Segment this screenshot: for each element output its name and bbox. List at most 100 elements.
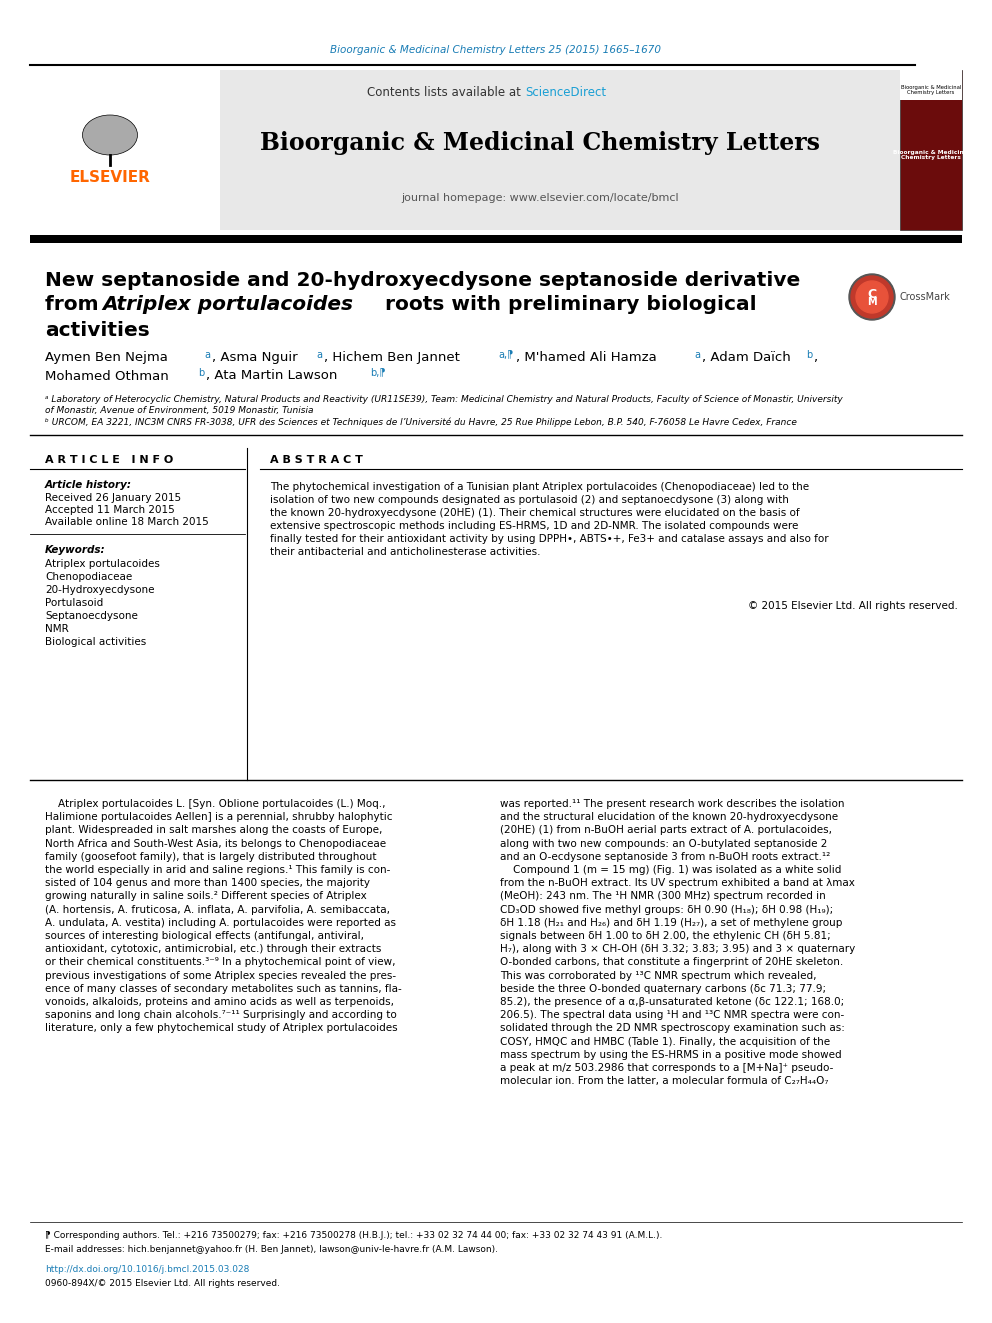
Text: previous investigations of some Atriplex species revealed the pres-: previous investigations of some Atriplex…	[45, 971, 396, 980]
Text: E-mail addresses: hich.benjannet@yahoo.fr (H. Ben Jannet), lawson@univ-le-havre.: E-mail addresses: hich.benjannet@yahoo.f…	[45, 1245, 498, 1253]
Text: This was corroborated by ¹³C NMR spectrum which revealed,: This was corroborated by ¹³C NMR spectru…	[500, 971, 816, 980]
Bar	[30, 70, 900, 230]
Circle shape	[856, 280, 888, 314]
Text: ᵃ Laboratory of Heterocyclic Chemistry, Natural Products and Reactivity (UR11SE3: ᵃ Laboratory of Heterocyclic Chemistry, …	[45, 396, 843, 405]
Text: Contents lists available at: Contents lists available at	[367, 86, 525, 98]
Circle shape	[851, 277, 893, 318]
Text: the known 20-hydroxyecdysone (20HE) (1). Their chemical structures were elucidat: the known 20-hydroxyecdysone (20HE) (1).…	[270, 508, 800, 519]
Text: A R T I C L E   I N F O: A R T I C L E I N F O	[45, 455, 174, 464]
Bar	[900, 70, 962, 230]
Text: , Asma Nguir: , Asma Nguir	[212, 352, 298, 365]
Circle shape	[849, 274, 895, 320]
Text: Bioorganic & Medicinal
Chemistry Letters: Bioorganic & Medicinal Chemistry Letters	[893, 149, 969, 160]
Text: Aymen Ben Nejma: Aymen Ben Nejma	[45, 352, 168, 365]
Text: CrossMark: CrossMark	[900, 292, 950, 302]
Bar	[30, 235, 962, 243]
Text: A. undulata, A. vestita) including A. portulacoides were reported as: A. undulata, A. vestita) including A. po…	[45, 918, 396, 927]
Text: and the structural elucidation of the known 20-hydroxyecdysone: and the structural elucidation of the kn…	[500, 812, 838, 822]
Text: roots with preliminary biological: roots with preliminary biological	[378, 295, 757, 315]
Text: solidated through the 2D NMR spectroscopy examination such as:: solidated through the 2D NMR spectroscop…	[500, 1024, 845, 1033]
Text: and an O-ecdysone septanoside 3 from n-BuOH roots extract.¹²: and an O-ecdysone septanoside 3 from n-B…	[500, 852, 830, 861]
Text: ᵇ URCOM, EA 3221, INC3M CNRS FR-3038, UFR des Sciences et Techniques de l’Univer: ᵇ URCOM, EA 3221, INC3M CNRS FR-3038, UF…	[45, 417, 797, 427]
Text: North Africa and South-West Asia, its belongs to Chenopodiaceae: North Africa and South-West Asia, its be…	[45, 839, 386, 848]
Text: Article history:: Article history:	[45, 480, 132, 490]
Text: Atriplex portulacoides: Atriplex portulacoides	[102, 295, 353, 315]
Text: their antibacterial and anticholinesterase activities.: their antibacterial and anticholinestera…	[270, 546, 541, 557]
Text: mass spectrum by using the ES-HRMS in a positive mode showed: mass spectrum by using the ES-HRMS in a …	[500, 1049, 841, 1060]
Text: (A. hortensis, A. fruticosa, A. inflata, A. parvifolia, A. semibaccata,: (A. hortensis, A. fruticosa, A. inflata,…	[45, 905, 390, 914]
Text: saponins and long chain alcohols.⁷⁻¹¹ Surprisingly and according to: saponins and long chain alcohols.⁷⁻¹¹ Su…	[45, 1011, 397, 1020]
Text: ScienceDirect: ScienceDirect	[525, 86, 606, 98]
Text: isolation of two new compounds designated as portulasoid (2) and septanoecdysone: isolation of two new compounds designate…	[270, 495, 789, 505]
Text: Keywords:: Keywords:	[45, 545, 105, 556]
Text: C: C	[867, 287, 877, 300]
Text: a: a	[694, 351, 700, 360]
Text: ence of many classes of secondary metabolites such as tannins, fla-: ence of many classes of secondary metabo…	[45, 984, 402, 994]
Ellipse shape	[82, 115, 138, 155]
Text: , M'hamed Ali Hamza: , M'hamed Ali Hamza	[516, 352, 657, 365]
Text: a: a	[204, 351, 210, 360]
Text: literature, only a few phytochemical study of Atriplex portulacoides: literature, only a few phytochemical stu…	[45, 1024, 398, 1033]
Text: A B S T R A C T: A B S T R A C T	[270, 455, 363, 464]
Text: ,: ,	[813, 352, 817, 365]
Text: b: b	[198, 368, 204, 378]
Text: Mohamed Othman: Mohamed Othman	[45, 369, 169, 382]
Text: along with two new compounds: an O-butylated septanoside 2: along with two new compounds: an O-butyl…	[500, 839, 827, 848]
Text: , Ata Martin Lawson: , Ata Martin Lawson	[206, 369, 337, 382]
Text: Bioorganic & Medicinal Chemistry Letters: Bioorganic & Medicinal Chemistry Letters	[260, 131, 820, 155]
Text: δH 1.18 (H₂₁ and H₂₆) and δH 1.19 (H₂₇), a set of methylene group: δH 1.18 (H₂₁ and H₂₆) and δH 1.19 (H₂₇),…	[500, 918, 842, 927]
Text: The phytochemical investigation of a Tunisian plant Atriplex portulacoides (Chen: The phytochemical investigation of a Tun…	[270, 482, 809, 492]
Text: was reported.¹¹ The present research work describes the isolation: was reported.¹¹ The present research wor…	[500, 799, 844, 808]
Text: Compound 1 (m = 15 mg) (Fig. 1) was isolated as a white solid: Compound 1 (m = 15 mg) (Fig. 1) was isol…	[500, 865, 841, 875]
Text: 85.2), the presence of a α,β-unsaturated ketone (δc 122.1; 168.0;: 85.2), the presence of a α,β-unsaturated…	[500, 998, 844, 1007]
Text: http://dx.doi.org/10.1016/j.bmcl.2015.03.028: http://dx.doi.org/10.1016/j.bmcl.2015.03…	[45, 1266, 249, 1274]
Text: O-bonded carbons, that constitute a fingerprint of 20HE skeleton.: O-bonded carbons, that constitute a fing…	[500, 958, 843, 967]
Text: Bioorganic & Medicinal Chemistry Letters 25 (2015) 1665–1670: Bioorganic & Medicinal Chemistry Letters…	[330, 45, 662, 56]
Text: ELSEVIER: ELSEVIER	[69, 171, 151, 185]
Text: 0960-894X/© 2015 Elsevier Ltd. All rights reserved.: 0960-894X/© 2015 Elsevier Ltd. All right…	[45, 1278, 280, 1287]
Text: sources of interesting biological effects (antifungal, antiviral,: sources of interesting biological effect…	[45, 931, 364, 941]
Text: H₇), along with 3 × CH-OH (δH 3.32; 3.83; 3.95) and 3 × quaternary: H₇), along with 3 × CH-OH (δH 3.32; 3.83…	[500, 945, 855, 954]
Text: © 2015 Elsevier Ltd. All rights reserved.: © 2015 Elsevier Ltd. All rights reserved…	[748, 601, 958, 611]
Text: Halimione portulacoides Aellen] is a perennial, shrubby halophytic: Halimione portulacoides Aellen] is a per…	[45, 812, 393, 822]
Text: a peak at m/z 503.2986 that corresponds to a [M+Na]⁺ pseudo-: a peak at m/z 503.2986 that corresponds …	[500, 1062, 833, 1073]
Text: Bioorganic & Medicinal
Chemistry Letters: Bioorganic & Medicinal Chemistry Letters	[901, 85, 961, 95]
Text: Available online 18 March 2015: Available online 18 March 2015	[45, 517, 208, 527]
Text: activities: activities	[45, 320, 150, 340]
Text: or their chemical constituents.³⁻⁹ In a phytochemical point of view,: or their chemical constituents.³⁻⁹ In a …	[45, 958, 396, 967]
Text: New septanoside and 20-hydroxyecdysone septanoside derivative: New septanoside and 20-hydroxyecdysone s…	[45, 270, 801, 290]
Text: ⁋ Corresponding authors. Tel.: +216 73500279; fax: +216 73500278 (H.B.J.); tel.:: ⁋ Corresponding authors. Tel.: +216 7350…	[45, 1232, 663, 1241]
Text: COSY, HMQC and HMBC (Table 1). Finally, the acquisition of the: COSY, HMQC and HMBC (Table 1). Finally, …	[500, 1037, 830, 1046]
Text: growing naturally in saline soils.² Different species of Atriplex: growing naturally in saline soils.² Diff…	[45, 892, 367, 901]
Text: antioxidant, cytotoxic, antimicrobial, etc.) through their extracts: antioxidant, cytotoxic, antimicrobial, e…	[45, 945, 381, 954]
Text: NMR: NMR	[45, 624, 68, 634]
Text: , Adam Daïch: , Adam Daïch	[702, 352, 791, 365]
Text: family (goosefoot family), that is largely distributed throughout: family (goosefoot family), that is large…	[45, 852, 377, 861]
Text: molecular ion. From the latter, a molecular formula of C₂₇H₄₄O₇: molecular ion. From the latter, a molecu…	[500, 1076, 828, 1086]
Text: Atriplex portulacoides: Atriplex portulacoides	[45, 560, 160, 569]
Text: CD₃OD showed five methyl groups: δH 0.90 (H₁₈); δH 0.98 (H₁₉);: CD₃OD showed five methyl groups: δH 0.90…	[500, 905, 833, 914]
Text: Chenopodiaceae: Chenopodiaceae	[45, 572, 132, 582]
Text: (20HE) (1) from n-BuOH aerial parts extract of A. portulacoides,: (20HE) (1) from n-BuOH aerial parts extr…	[500, 826, 832, 835]
Text: b: b	[806, 351, 812, 360]
Text: plant. Widespreaded in salt marshes along the coasts of Europe,: plant. Widespreaded in salt marshes alon…	[45, 826, 382, 835]
Text: signals between δH 1.00 to δH 2.00, the ethylenic CH (δH 5.81;: signals between δH 1.00 to δH 2.00, the …	[500, 931, 830, 941]
Text: finally tested for their antioxidant activity by using DPPH•, ABTS•+, Fe3+ and c: finally tested for their antioxidant act…	[270, 534, 828, 544]
Text: beside the three O-bonded quaternary carbons (δc 71.3; 77.9;: beside the three O-bonded quaternary car…	[500, 984, 826, 994]
Text: 206.5). The spectral data using ¹H and ¹³C NMR spectra were con-: 206.5). The spectral data using ¹H and ¹…	[500, 1011, 844, 1020]
Bar	[30, 70, 220, 230]
Text: Portulasoid: Portulasoid	[45, 598, 103, 609]
Text: from the n-BuOH extract. Its UV spectrum exhibited a band at λmax: from the n-BuOH extract. Its UV spectrum…	[500, 878, 855, 888]
Text: from: from	[45, 295, 105, 315]
Text: vonoids, alkaloids, proteins and amino acids as well as terpenoids,: vonoids, alkaloids, proteins and amino a…	[45, 998, 394, 1007]
Text: Biological activities: Biological activities	[45, 636, 146, 647]
Text: Septanoecdysone: Septanoecdysone	[45, 611, 138, 620]
Text: , Hichem Ben Jannet: , Hichem Ben Jannet	[324, 352, 460, 365]
Text: sisted of 104 genus and more than 1400 species, the majority: sisted of 104 genus and more than 1400 s…	[45, 878, 370, 888]
Text: a,⁋: a,⁋	[498, 351, 513, 360]
Text: the world especially in arid and saline regions.¹ This family is con-: the world especially in arid and saline …	[45, 865, 391, 875]
Text: journal homepage: www.elsevier.com/locate/bmcl: journal homepage: www.elsevier.com/locat…	[401, 193, 679, 202]
Text: Atriplex portulacoides L. [Syn. Oblione portulacoides (L.) Moq.,: Atriplex portulacoides L. [Syn. Oblione …	[45, 799, 386, 808]
Text: a: a	[316, 351, 322, 360]
Bar	[900, 70, 962, 101]
